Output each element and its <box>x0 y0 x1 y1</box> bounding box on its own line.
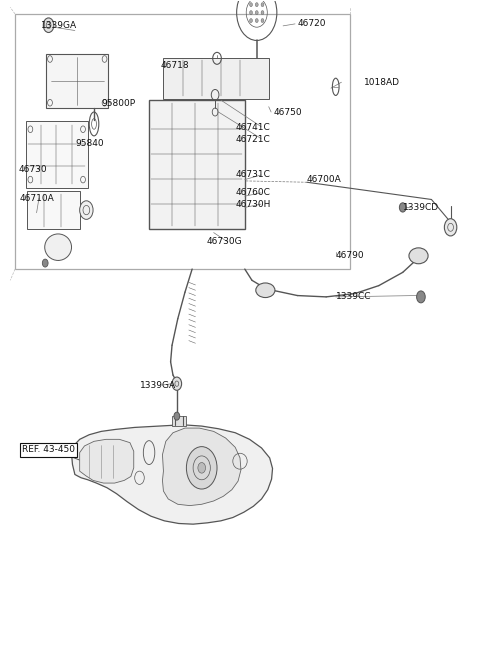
Text: 46720: 46720 <box>298 19 326 29</box>
Text: 95840: 95840 <box>75 139 104 147</box>
Circle shape <box>399 203 406 212</box>
Text: REF. 43-450: REF. 43-450 <box>22 446 75 454</box>
Text: 46700A: 46700A <box>307 175 342 184</box>
Text: 1339CC: 1339CC <box>336 292 371 301</box>
Polygon shape <box>72 425 273 524</box>
Ellipse shape <box>256 283 275 297</box>
Bar <box>163 58 269 99</box>
Bar <box>172 416 186 426</box>
Circle shape <box>42 259 48 267</box>
Bar <box>27 191 80 229</box>
Circle shape <box>261 19 264 23</box>
Bar <box>46 54 108 108</box>
Circle shape <box>250 11 252 15</box>
Circle shape <box>250 19 252 23</box>
Text: 1018AD: 1018AD <box>364 78 400 87</box>
Text: 46721C: 46721C <box>235 135 270 144</box>
Circle shape <box>198 463 205 473</box>
Text: 1339CD: 1339CD <box>403 203 439 212</box>
Circle shape <box>172 377 181 390</box>
Circle shape <box>250 3 252 7</box>
Text: 95800P: 95800P <box>101 99 135 108</box>
Circle shape <box>261 11 264 15</box>
Polygon shape <box>80 440 134 483</box>
Bar <box>25 122 88 187</box>
Bar <box>15 14 350 269</box>
Text: 46741C: 46741C <box>235 124 270 132</box>
Circle shape <box>43 18 54 33</box>
Text: 46730H: 46730H <box>235 200 271 208</box>
Circle shape <box>444 218 457 236</box>
Text: 46730G: 46730G <box>206 237 242 246</box>
Circle shape <box>255 3 258 7</box>
Bar <box>149 100 245 229</box>
Polygon shape <box>162 428 241 505</box>
Ellipse shape <box>409 248 428 264</box>
Circle shape <box>261 3 264 7</box>
Circle shape <box>255 19 258 23</box>
Circle shape <box>186 447 217 489</box>
Text: 46731C: 46731C <box>235 171 270 179</box>
Text: 46790: 46790 <box>336 250 364 260</box>
Text: 1339GA: 1339GA <box>41 21 77 30</box>
Circle shape <box>174 412 180 420</box>
Text: 46760C: 46760C <box>235 189 270 197</box>
Circle shape <box>80 201 93 219</box>
Circle shape <box>255 11 258 15</box>
Text: 46750: 46750 <box>274 108 302 116</box>
Circle shape <box>417 291 425 303</box>
Text: 46730: 46730 <box>19 165 48 174</box>
Text: 46718: 46718 <box>161 61 190 70</box>
Text: 46710A: 46710A <box>20 194 55 203</box>
Text: 1339GA: 1339GA <box>140 380 176 390</box>
Ellipse shape <box>45 234 72 260</box>
